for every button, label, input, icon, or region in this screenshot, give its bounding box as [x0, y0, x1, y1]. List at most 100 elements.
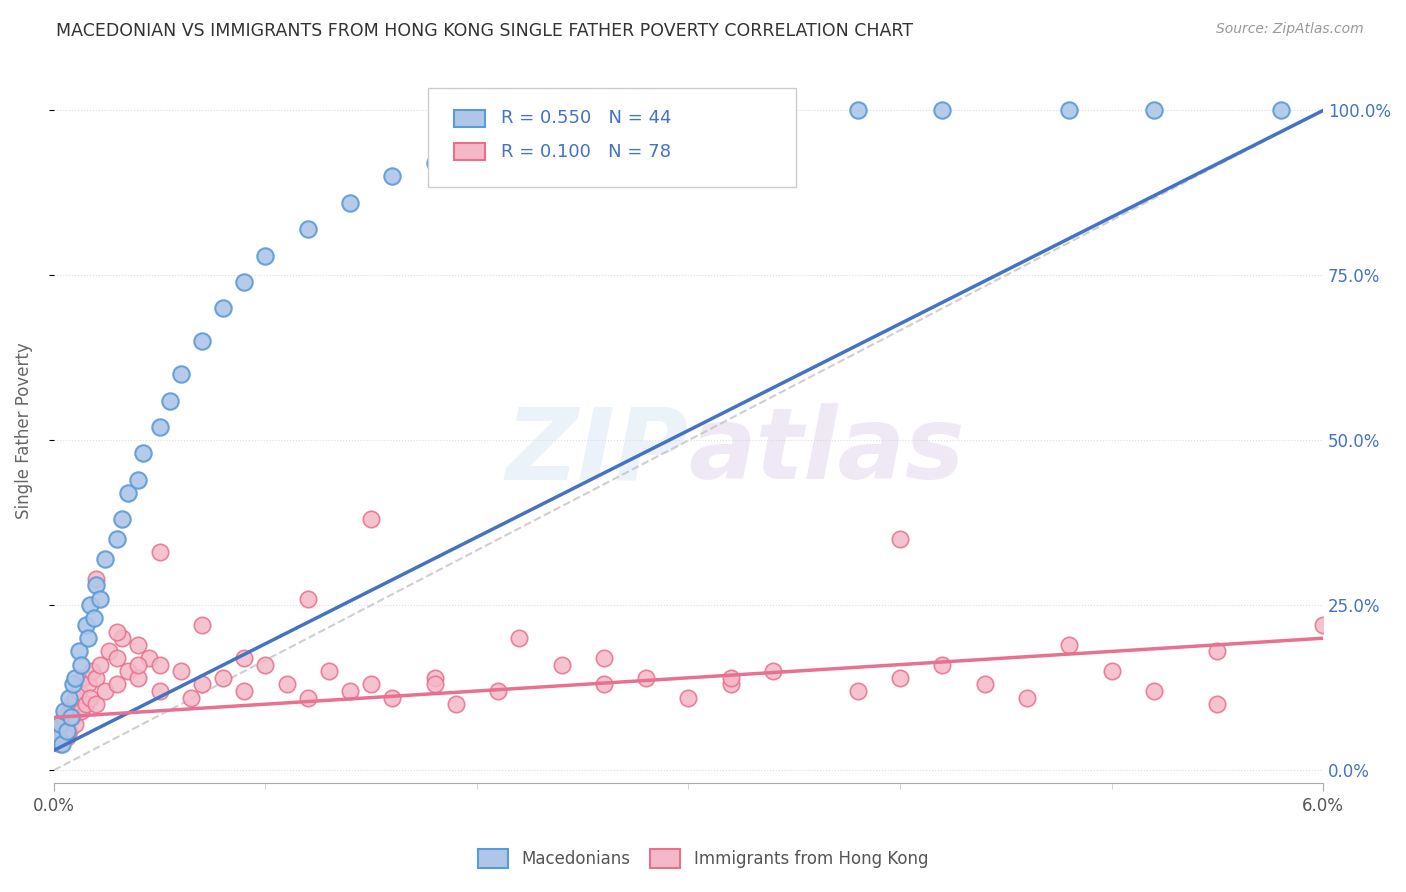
- Point: [233, 684, 256, 698]
- Point: [127, 638, 149, 652]
- Point: [72, 671, 94, 685]
- Point: [846, 684, 869, 698]
- Point: [297, 591, 319, 606]
- Point: [360, 512, 382, 526]
- Point: [149, 420, 172, 434]
- Point: [191, 677, 214, 691]
- Point: [1101, 664, 1123, 678]
- Point: [97, 644, 120, 658]
- Point: [1059, 103, 1081, 118]
- Point: [59, 697, 82, 711]
- Point: [127, 473, 149, 487]
- Point: [63, 671, 86, 685]
- Point: [1270, 103, 1292, 118]
- Point: [62, 710, 84, 724]
- Point: [636, 117, 658, 131]
- Point: [508, 129, 530, 144]
- Point: [105, 624, 128, 639]
- Point: [55, 730, 77, 744]
- Point: [62, 677, 84, 691]
- Point: [720, 677, 742, 691]
- Point: [486, 684, 509, 698]
- Point: [93, 684, 115, 698]
- Y-axis label: Single Father Poverty: Single Father Poverty: [15, 342, 32, 519]
- Point: [550, 657, 572, 672]
- Point: [89, 591, 111, 606]
- Point: [138, 651, 160, 665]
- Point: [67, 684, 90, 698]
- Point: [846, 103, 869, 118]
- Point: [360, 677, 382, 691]
- Text: ZIP: ZIP: [506, 403, 689, 500]
- Point: [276, 677, 298, 691]
- Point: [67, 644, 90, 658]
- Point: [1206, 644, 1229, 658]
- FancyBboxPatch shape: [429, 88, 796, 186]
- Text: atlas: atlas: [689, 403, 965, 500]
- FancyBboxPatch shape: [454, 110, 485, 128]
- Point: [51, 737, 73, 751]
- Point: [180, 690, 202, 705]
- Point: [93, 552, 115, 566]
- Point: [79, 599, 101, 613]
- Text: R = 0.100   N = 78: R = 0.100 N = 78: [501, 143, 671, 161]
- Point: [84, 572, 107, 586]
- Point: [75, 618, 97, 632]
- Point: [465, 143, 488, 157]
- Point: [117, 486, 139, 500]
- Point: [762, 664, 785, 678]
- Point: [444, 697, 467, 711]
- Point: [46, 730, 69, 744]
- Point: [233, 275, 256, 289]
- Point: [254, 657, 277, 672]
- Point: [55, 723, 77, 738]
- Point: [58, 723, 80, 738]
- Point: [70, 657, 93, 672]
- Text: Source: ZipAtlas.com: Source: ZipAtlas.com: [1216, 22, 1364, 37]
- Point: [105, 677, 128, 691]
- Point: [678, 690, 700, 705]
- Point: [105, 651, 128, 665]
- Point: [84, 697, 107, 711]
- Point: [1143, 684, 1166, 698]
- Point: [636, 671, 658, 685]
- Point: [110, 512, 132, 526]
- Point: [149, 684, 172, 698]
- Point: [1206, 697, 1229, 711]
- Point: [592, 677, 614, 691]
- Point: [58, 704, 80, 718]
- Point: [297, 690, 319, 705]
- Point: [83, 611, 105, 625]
- Point: [49, 717, 72, 731]
- Point: [84, 671, 107, 685]
- Point: [75, 697, 97, 711]
- Point: [508, 631, 530, 645]
- Point: [212, 301, 235, 316]
- Point: [720, 110, 742, 124]
- Point: [131, 446, 153, 460]
- Point: [63, 717, 86, 731]
- Point: [1312, 618, 1334, 632]
- Point: [233, 651, 256, 665]
- Point: [592, 651, 614, 665]
- Point: [339, 195, 361, 210]
- FancyBboxPatch shape: [454, 143, 485, 161]
- Point: [63, 690, 86, 705]
- Point: [117, 664, 139, 678]
- Point: [159, 393, 181, 408]
- Point: [70, 704, 93, 718]
- Text: MACEDONIAN VS IMMIGRANTS FROM HONG KONG SINGLE FATHER POVERTY CORRELATION CHART: MACEDONIAN VS IMMIGRANTS FROM HONG KONG …: [56, 22, 914, 40]
- Point: [423, 677, 446, 691]
- Point: [80, 664, 103, 678]
- Point: [105, 533, 128, 547]
- Point: [76, 677, 98, 691]
- Point: [53, 704, 76, 718]
- Point: [110, 631, 132, 645]
- Point: [53, 710, 76, 724]
- Point: [170, 664, 193, 678]
- Point: [79, 690, 101, 705]
- Legend: Macedonians, Immigrants from Hong Kong: Macedonians, Immigrants from Hong Kong: [471, 842, 935, 875]
- Point: [1059, 638, 1081, 652]
- Point: [1015, 690, 1038, 705]
- Point: [931, 103, 953, 118]
